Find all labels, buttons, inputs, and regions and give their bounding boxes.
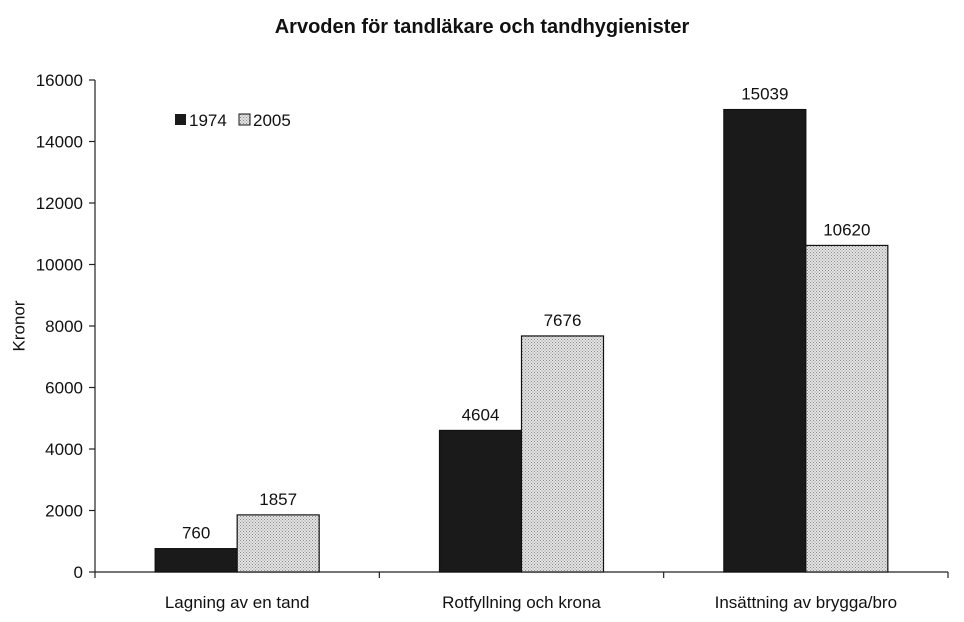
legend-swatch-2005 [238,113,251,126]
bar-1974-2 [438,429,523,573]
legend-swatch-1974 [175,114,186,125]
y-tick-label: 8000 [45,317,83,336]
y-axis: 0 2000 4000 6000 8000 10000 12000 14000 16000 [36,71,96,582]
x-tick-label: Lagning av en tand [165,593,310,612]
data-labels: 760 4604 15039 1857 7676 10620 [182,85,870,543]
y-tick-label: 10000 [36,256,83,275]
data-label: 1857 [259,490,297,509]
x-axis: Lagning av en tand Rotfyllning och krona I… [94,571,949,612]
x-tick-label: Insättning av brygga/bro [715,593,897,612]
data-label: 7676 [544,311,582,330]
y-tick-label: 14000 [36,133,83,152]
y-tick-label: 6000 [45,379,83,398]
legend: 1974 2005 [175,111,291,130]
data-label: 760 [182,524,210,543]
legend-label-2005: 2005 [253,111,291,130]
y-tick-label: 16000 [36,71,83,90]
data-label: 15039 [741,85,788,104]
x-tick-label: Rotfyllning och krona [442,593,601,612]
y-axis-title: Kronor [9,300,28,351]
chart-title: Arvoden för tandläkare och tandhygienist… [274,16,690,38]
bar-1974-1 [154,548,238,573]
y-tick-label: 2000 [45,502,83,521]
bars [154,108,889,573]
bar-2005-2 [520,335,605,573]
y-tick-label: 4000 [45,440,83,459]
bar-1974-3 [723,108,807,573]
legend-label-1974: 1974 [189,111,227,130]
data-label: 10620 [823,220,870,239]
bar-2005-3 [805,244,889,573]
y-tick-label: 12000 [36,194,83,213]
y-tick-label: 0 [74,563,83,582]
data-label: 4604 [462,405,500,424]
bar-2005-1 [236,514,320,573]
